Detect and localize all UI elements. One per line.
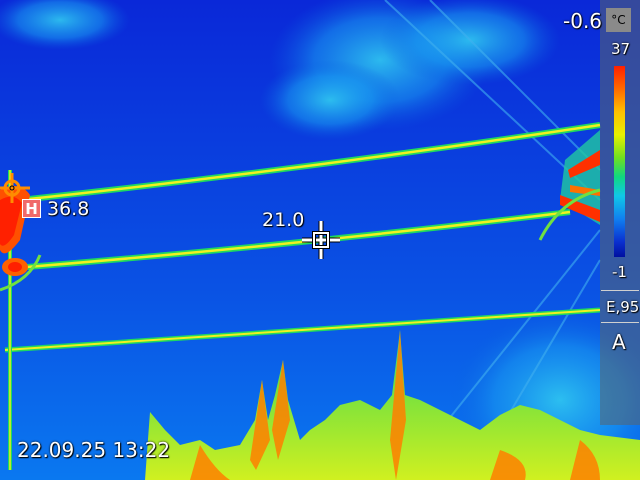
- timestamp: 22.09.25 13:22: [17, 438, 171, 462]
- emissivity-value: E,95: [606, 298, 640, 316]
- scale-divider: [601, 290, 639, 291]
- scale-divider: [601, 322, 639, 323]
- hot-spot-crosshair: [0, 173, 30, 203]
- right-tower-hotspot: [538, 130, 601, 241]
- scale-max: 37: [611, 40, 631, 58]
- cloud: [380, 0, 560, 85]
- color-scale-bar: [614, 66, 625, 257]
- power-cables: [4, 122, 601, 470]
- cloud: [260, 60, 400, 140]
- hot-spot-temperature: 36.8: [47, 198, 90, 220]
- left-pole-hotspot: [0, 186, 42, 292]
- tree-warm-areas: [190, 330, 600, 480]
- spot-crosshair: [302, 221, 340, 259]
- hot-spot-badge: H: [22, 199, 41, 218]
- scale-min: -1: [612, 263, 627, 281]
- mode-indicator[interactable]: A: [612, 330, 626, 354]
- spot-temperature: 21.0: [262, 209, 305, 231]
- unit-label: °C: [606, 8, 631, 32]
- top-reading: -0.6: [563, 9, 603, 33]
- cloud: [0, 0, 130, 50]
